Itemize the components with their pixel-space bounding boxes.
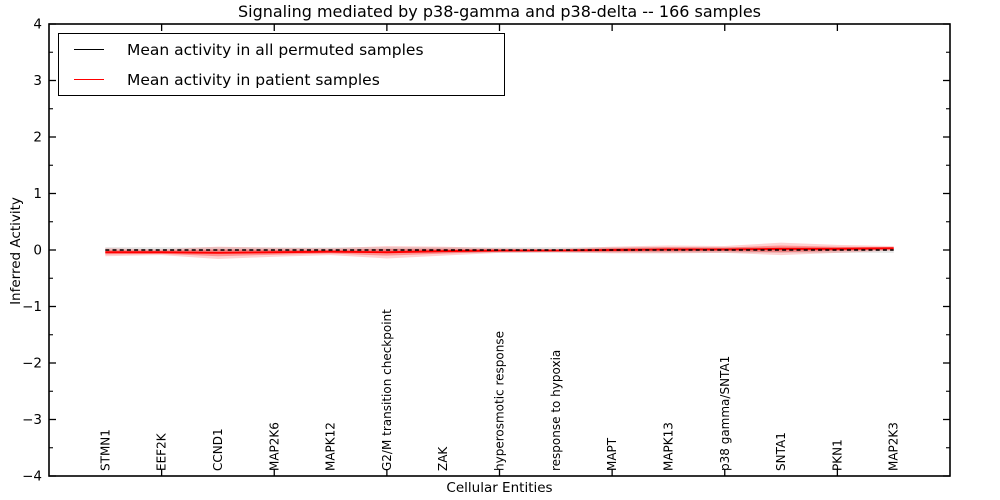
x-axis-label: Cellular Entities: [446, 480, 553, 496]
x-category-label: STMN1: [98, 429, 112, 471]
x-category-label: response to hypoxia: [549, 350, 563, 471]
x-category-label: ZAK: [436, 446, 450, 471]
legend-entry-patient: Mean activity in patient samples: [59, 68, 504, 92]
legend-label-permuted: Mean activity in all permuted samples: [127, 40, 424, 59]
y-tick-label: 3: [33, 73, 42, 89]
x-category-label: MAP2K6: [267, 422, 281, 471]
y-tick-label: 2: [33, 130, 42, 146]
x-category-label: MAPT: [605, 437, 619, 471]
x-category-label: PKN1: [830, 439, 844, 471]
y-tick-label: 4: [33, 17, 42, 33]
legend-label-patient: Mean activity in patient samples: [127, 70, 380, 89]
legend: Mean activity in all permuted samples Me…: [58, 33, 505, 96]
x-category-label: CCND1: [211, 428, 225, 471]
y-tick-label: −2: [22, 356, 42, 372]
y-tick-label: 0: [33, 243, 42, 259]
legend-line-permuted-swatch: [74, 49, 104, 50]
x-category-label: p38 gamma/SNTA1: [718, 356, 732, 471]
patient-mean-line: [105, 247, 894, 254]
x-category-label: MAPK12: [324, 422, 338, 471]
legend-line-patient-swatch: [74, 79, 104, 80]
x-category-label: EEF2K: [155, 432, 169, 471]
x-category-label: G2/M transition checkpoint: [380, 309, 394, 471]
legend-entry-permuted: Mean activity in all permuted samples: [59, 38, 504, 62]
y-tick-label: −1: [22, 299, 42, 315]
x-category-label: MAP2K3: [887, 422, 901, 471]
x-category-label: SNTA1: [774, 432, 788, 471]
x-category-label: hyperosmotic response: [493, 331, 507, 471]
y-tick-label: −3: [22, 412, 42, 428]
chart-title: Signaling mediated by p38-gamma and p38-…: [237, 2, 762, 21]
y-tick-label: 1: [33, 186, 42, 202]
x-category-label: MAPK13: [661, 422, 675, 471]
y-tick-label: −4: [22, 469, 42, 485]
